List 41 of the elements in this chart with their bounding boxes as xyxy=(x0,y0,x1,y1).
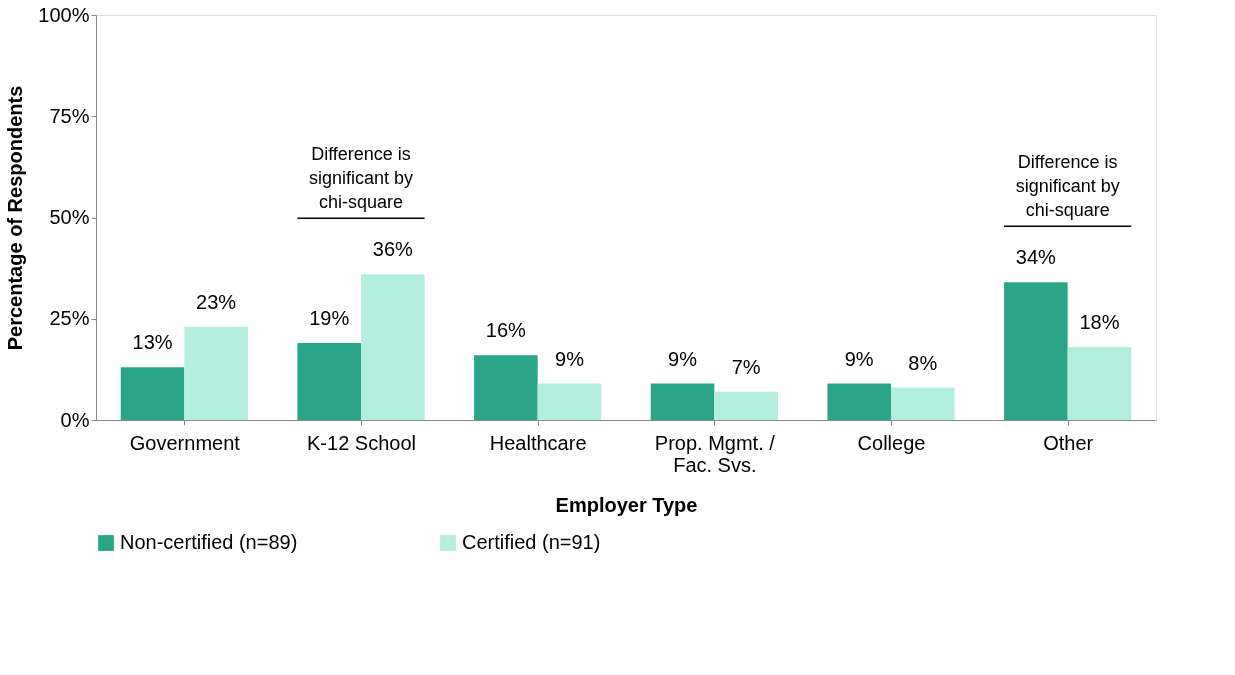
data-label: 9% xyxy=(844,347,874,370)
bar xyxy=(474,355,538,420)
bar xyxy=(650,383,715,420)
data-label: 16% xyxy=(485,319,527,342)
y-tick-label: 25% xyxy=(49,307,90,330)
bar xyxy=(537,383,602,420)
bar xyxy=(714,391,778,420)
x-tick-label: Government xyxy=(129,431,241,454)
x-tick-label: College xyxy=(857,431,926,454)
data-label: 34% xyxy=(1015,246,1057,269)
x-axis-title: Employer Type xyxy=(555,493,698,516)
x-tick-label: Prop. Mgmt. / Fac. Svs. xyxy=(654,431,776,476)
data-label: 23% xyxy=(196,290,237,313)
data-label: 13% xyxy=(132,331,173,354)
data-label: 19% xyxy=(309,307,350,330)
data-label: 36% xyxy=(372,238,414,261)
bar xyxy=(1067,347,1132,420)
bar xyxy=(184,326,248,420)
bar xyxy=(120,367,185,420)
legend-label: Certified (n=91) xyxy=(462,531,601,553)
annotation: Difference is significant by chi-square xyxy=(1015,152,1120,221)
data-label: 9% xyxy=(668,347,698,370)
y-tick-label: 0% xyxy=(60,408,90,431)
annotation: Difference is significant by chi-square xyxy=(308,144,414,213)
bar xyxy=(361,274,425,420)
bar xyxy=(891,387,955,420)
data-label: 18% xyxy=(1079,311,1120,334)
data-label: 9% xyxy=(555,347,585,370)
data-label: 8% xyxy=(908,351,938,374)
x-tick-label: Other xyxy=(1043,431,1094,454)
legend-label: Non-certified (n=89) xyxy=(120,531,298,553)
x-tick-label: Healthcare xyxy=(489,431,587,454)
bar xyxy=(1004,282,1068,420)
y-tick-label: 50% xyxy=(49,206,90,228)
data-label: 7% xyxy=(731,355,761,378)
y-axis-title: Percentage of Respondents xyxy=(4,85,27,351)
bar xyxy=(827,383,891,420)
y-tick-label: 100% xyxy=(38,3,90,26)
y-tick-label: 75% xyxy=(49,104,90,127)
x-tick-label: K-12 School xyxy=(307,431,416,454)
bar xyxy=(297,343,361,420)
